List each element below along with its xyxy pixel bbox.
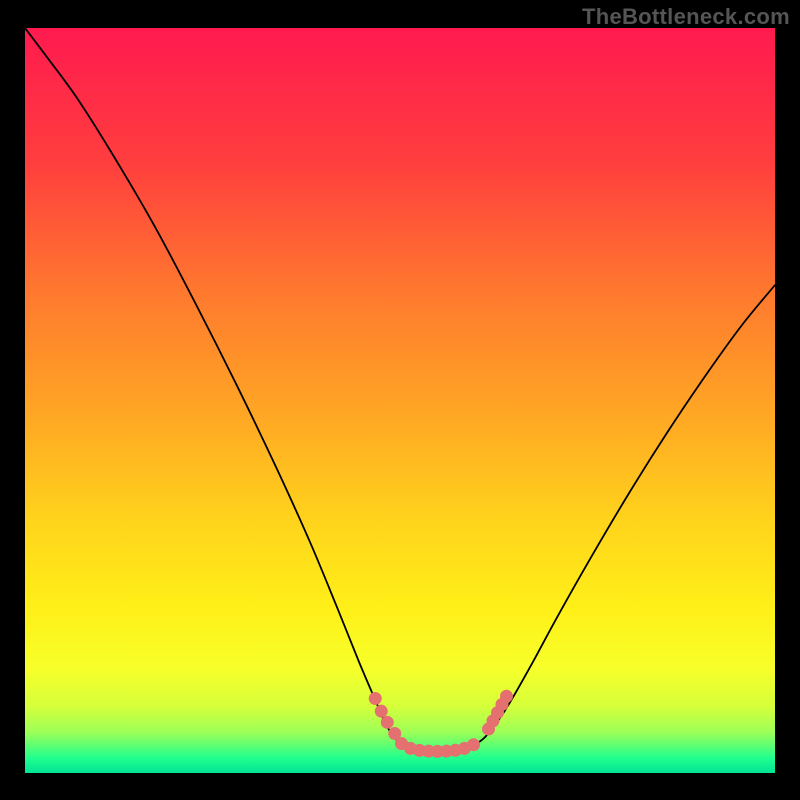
marker-dot [381, 716, 394, 729]
plot-area [25, 28, 775, 773]
marker-dot [369, 692, 382, 705]
gradient-line-chart-svg [25, 28, 775, 773]
marker-dot [467, 738, 480, 751]
watermark-text: TheBottleneck.com [582, 4, 790, 30]
gradient-background [25, 28, 775, 773]
marker-dot [500, 690, 513, 703]
marker-dot [375, 705, 388, 718]
chart-frame: TheBottleneck.com [0, 0, 800, 800]
